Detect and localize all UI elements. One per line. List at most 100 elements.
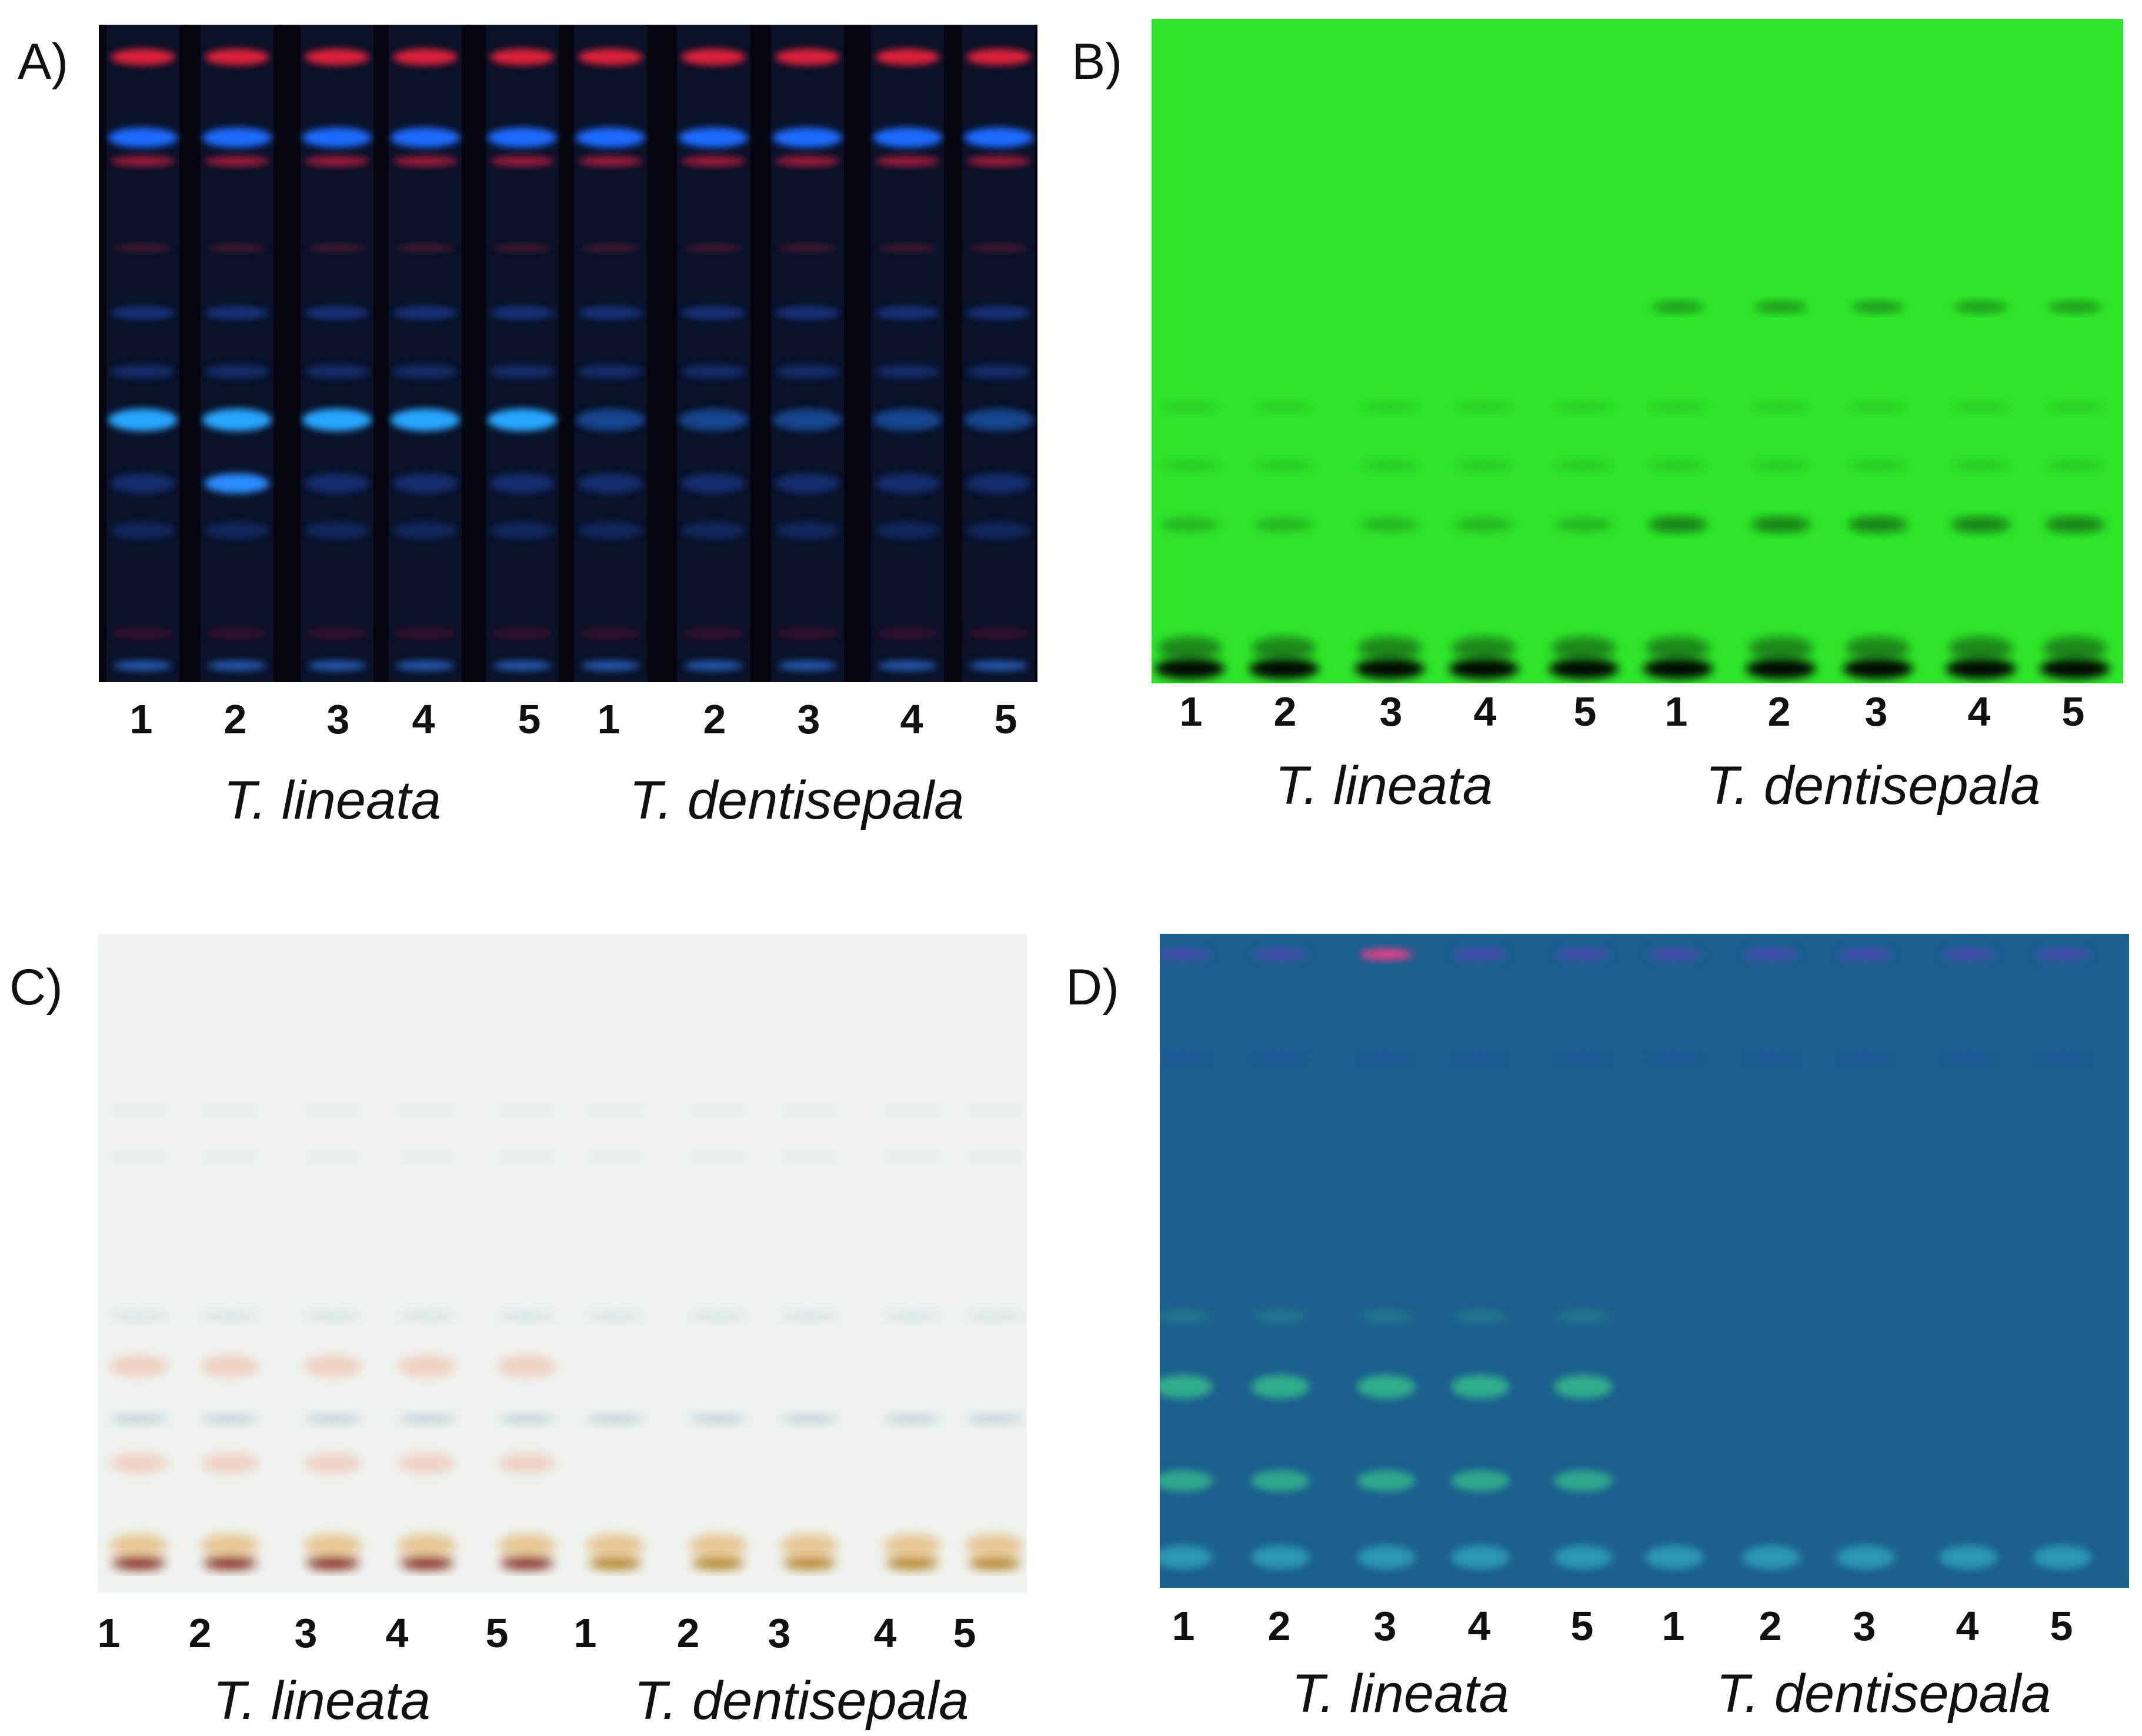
tlc-band xyxy=(305,473,369,493)
tlc-band xyxy=(966,306,1031,319)
tlc-band xyxy=(1557,949,1610,960)
tlc-band xyxy=(875,49,940,65)
tlc-band xyxy=(1643,658,1713,679)
tlc-band xyxy=(396,660,455,671)
tlc-band xyxy=(111,473,175,493)
tlc-band xyxy=(109,1153,168,1161)
tlc-band xyxy=(303,1355,362,1377)
tlc-band xyxy=(306,1557,359,1570)
tlc-band xyxy=(308,660,366,671)
tlc-plate-image-uv366 xyxy=(99,25,1037,682)
tlc-band xyxy=(108,409,178,431)
tlc-band xyxy=(1357,636,1422,660)
tlc-band xyxy=(490,522,555,539)
tlc-band xyxy=(775,522,840,539)
lane-label: 3 xyxy=(1853,1603,1876,1649)
tlc-band xyxy=(498,1414,556,1424)
tlc-band xyxy=(875,156,940,166)
lane-label: 4 xyxy=(385,1610,409,1656)
tlc-band xyxy=(109,1534,168,1557)
panel-letter: D) xyxy=(1066,959,1119,1016)
tlc-band xyxy=(965,1414,1024,1424)
tlc-band xyxy=(393,522,458,539)
tlc-band xyxy=(1160,1545,1213,1569)
tlc-band xyxy=(396,245,455,252)
lane-label: 2 xyxy=(188,1610,212,1656)
panel-letter: B) xyxy=(1072,34,1122,90)
tlc-band xyxy=(773,409,842,431)
tlc-band xyxy=(302,128,372,148)
tlc-band xyxy=(775,627,840,639)
tlc-band xyxy=(775,306,840,319)
tlc-band xyxy=(2043,636,2107,660)
lane-label: 4 xyxy=(873,1610,897,1656)
tlc-band xyxy=(780,1311,839,1321)
tlc-band xyxy=(493,660,552,671)
lane-label: 4 xyxy=(412,696,435,742)
lane-track xyxy=(677,25,750,682)
tlc-band xyxy=(1949,636,2013,660)
tlc-band xyxy=(1252,636,1316,660)
tlc-band xyxy=(875,522,940,539)
lane-label: 5 xyxy=(2061,689,2085,735)
tlc-band xyxy=(393,365,458,379)
tlc-band xyxy=(681,306,746,319)
tlc-band xyxy=(1160,1054,1207,1061)
tlc-band xyxy=(589,1557,642,1570)
tlc-band xyxy=(780,1534,839,1557)
tlc-band xyxy=(303,1153,362,1161)
lane-label: 1 xyxy=(1179,689,1203,735)
tlc-band xyxy=(883,1153,942,1161)
tlc-band xyxy=(1157,636,1222,660)
tlc-band xyxy=(1954,302,2007,312)
tlc-band xyxy=(1449,658,1519,679)
tlc-band xyxy=(576,128,645,148)
tlc-band xyxy=(1160,402,1219,412)
tlc-band xyxy=(201,1534,259,1557)
lane-label: 1 xyxy=(1661,1603,1685,1649)
tlc-band xyxy=(1649,460,1707,471)
tlc-band xyxy=(1357,1545,1416,1569)
tlc-band xyxy=(112,1557,165,1570)
tlc-band xyxy=(969,660,1028,671)
tlc-band xyxy=(578,627,643,639)
tlc-band xyxy=(1160,1309,1210,1323)
tlc-band xyxy=(681,365,746,379)
tlc-band xyxy=(208,245,266,252)
tlc-band xyxy=(1946,658,2016,679)
tlc-band xyxy=(205,365,269,379)
tlc-band xyxy=(393,473,458,493)
tlc-band xyxy=(1839,949,1892,960)
tlc-band xyxy=(398,1106,456,1114)
tlc-band xyxy=(886,1557,939,1570)
tlc-band xyxy=(778,245,837,252)
plate-background xyxy=(98,934,1027,1593)
tlc-band xyxy=(303,1453,362,1474)
tlc-band xyxy=(1851,302,1904,312)
tlc-band xyxy=(875,473,940,493)
tlc-band xyxy=(1745,949,1798,960)
tlc-band xyxy=(1939,1545,1998,1569)
tlc-band xyxy=(689,1534,748,1557)
plate-c-svg xyxy=(98,934,1027,1593)
tlc-band xyxy=(775,49,840,65)
lane-label: 3 xyxy=(797,696,820,742)
tlc-band xyxy=(391,128,460,148)
species-label-t-dentisepala: T. dentisepala xyxy=(634,1671,969,1731)
lane-label: 4 xyxy=(900,696,923,742)
tlc-band xyxy=(966,522,1031,539)
tlc-band xyxy=(586,1414,645,1424)
tlc-band xyxy=(1945,1054,1992,1061)
tlc-band xyxy=(1746,658,1816,679)
tlc-band xyxy=(308,245,366,252)
tlc-band xyxy=(1454,518,1513,532)
tlc-band xyxy=(581,245,640,252)
tlc-band xyxy=(1554,1470,1613,1491)
tlc-band xyxy=(1360,1309,1413,1323)
tlc-band xyxy=(201,1355,259,1377)
tlc-band xyxy=(305,365,369,379)
tlc-band xyxy=(1360,949,1413,960)
tlc-band xyxy=(498,1311,556,1321)
species-label-t-lineata: T. lineata xyxy=(223,770,441,830)
species-label-t-dentisepala: T. dentisepala xyxy=(1716,1664,2051,1724)
